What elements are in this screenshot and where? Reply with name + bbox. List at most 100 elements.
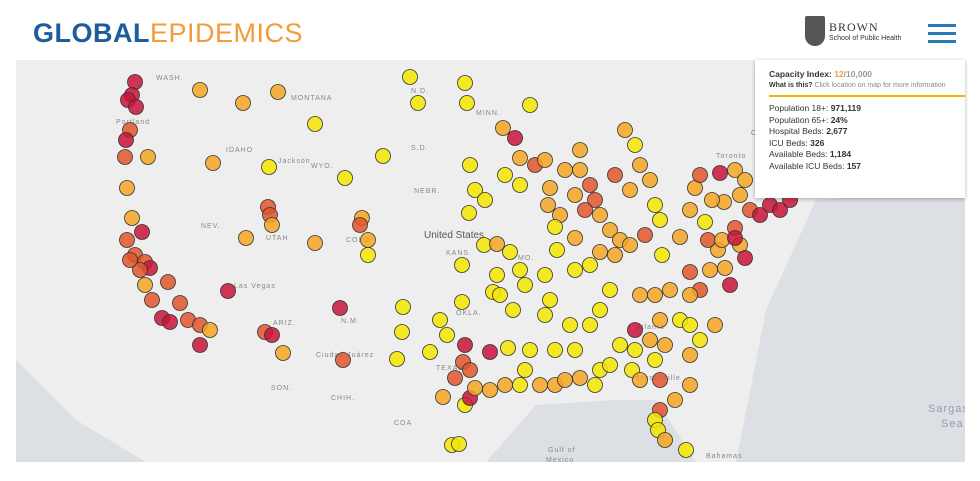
location-dot[interactable]: [722, 277, 738, 293]
location-dot[interactable]: [192, 82, 208, 98]
location-dot[interactable]: [395, 299, 411, 315]
location-dot[interactable]: [622, 237, 638, 253]
location-dot[interactable]: [692, 167, 708, 183]
location-dot[interactable]: [137, 277, 153, 293]
location-dot[interactable]: [678, 442, 694, 458]
location-dot[interactable]: [394, 324, 410, 340]
location-dot[interactable]: [682, 264, 698, 280]
location-dot[interactable]: [682, 287, 698, 303]
location-dot[interactable]: [235, 95, 251, 111]
location-dot[interactable]: [512, 377, 528, 393]
location-dot[interactable]: [461, 205, 477, 221]
location-dot[interactable]: [462, 157, 478, 173]
location-dot[interactable]: [602, 282, 618, 298]
location-dot[interactable]: [627, 342, 643, 358]
location-dot[interactable]: [537, 152, 553, 168]
location-dot[interactable]: [772, 202, 788, 218]
location-dot[interactable]: [192, 337, 208, 353]
location-dot[interactable]: [542, 180, 558, 196]
help-link[interactable]: What is this?: [769, 82, 813, 89]
location-dot[interactable]: [522, 342, 538, 358]
location-dot[interactable]: [335, 352, 351, 368]
location-dot[interactable]: [432, 312, 448, 328]
location-dot[interactable]: [337, 170, 353, 186]
location-dot[interactable]: [572, 162, 588, 178]
location-dot[interactable]: [522, 97, 538, 113]
location-dot[interactable]: [261, 159, 277, 175]
location-dot[interactable]: [500, 340, 516, 356]
location-dot[interactable]: [617, 122, 633, 138]
location-dot[interactable]: [647, 287, 663, 303]
menu-button[interactable]: [928, 24, 956, 44]
location-dot[interactable]: [497, 167, 513, 183]
location-dot[interactable]: [467, 380, 483, 396]
location-dot[interactable]: [657, 337, 673, 353]
location-dot[interactable]: [682, 377, 698, 393]
location-dot[interactable]: [505, 302, 521, 318]
location-dot[interactable]: [700, 232, 716, 248]
location-dot[interactable]: [712, 165, 728, 181]
location-dot[interactable]: [132, 262, 148, 278]
location-dot[interactable]: [352, 217, 368, 233]
location-dot[interactable]: [682, 317, 698, 333]
location-dot[interactable]: [697, 214, 713, 230]
location-dot[interactable]: [172, 295, 188, 311]
location-dot[interactable]: [654, 247, 670, 263]
location-dot[interactable]: [567, 262, 583, 278]
location-dot[interactable]: [447, 370, 463, 386]
location-dot[interactable]: [652, 372, 668, 388]
location-dot[interactable]: [592, 302, 608, 318]
location-dot[interactable]: [577, 202, 593, 218]
location-dot[interactable]: [457, 337, 473, 353]
location-dot[interactable]: [482, 344, 498, 360]
location-dot[interactable]: [567, 187, 583, 203]
location-dot[interactable]: [707, 317, 723, 333]
location-dot[interactable]: [717, 260, 733, 276]
location-dot[interactable]: [502, 244, 518, 260]
location-dot[interactable]: [451, 436, 467, 452]
location-dot[interactable]: [512, 177, 528, 193]
location-dot[interactable]: [144, 292, 160, 308]
location-dot[interactable]: [652, 312, 668, 328]
location-dot[interactable]: [592, 244, 608, 260]
location-dot[interactable]: [632, 157, 648, 173]
location-dot[interactable]: [462, 362, 478, 378]
location-dot[interactable]: [607, 247, 623, 263]
location-dot[interactable]: [737, 172, 753, 188]
location-dot[interactable]: [454, 294, 470, 310]
location-dot[interactable]: [495, 120, 511, 136]
location-dot[interactable]: [632, 372, 648, 388]
location-dot[interactable]: [537, 267, 553, 283]
brown-logo[interactable]: BROWN School of Public Health: [805, 16, 901, 46]
location-dot[interactable]: [704, 192, 720, 208]
location-dot[interactable]: [692, 332, 708, 348]
location-dot[interactable]: [124, 210, 140, 226]
logo[interactable]: GLOBALEPIDEMICS: [33, 18, 303, 49]
location-dot[interactable]: [602, 357, 618, 373]
location-dot[interactable]: [682, 202, 698, 218]
location-dot[interactable]: [592, 207, 608, 223]
location-dot[interactable]: [482, 382, 498, 398]
location-dot[interactable]: [457, 75, 473, 91]
location-dot[interactable]: [389, 351, 405, 367]
location-dot[interactable]: [238, 230, 254, 246]
location-dot[interactable]: [497, 377, 513, 393]
location-dot[interactable]: [517, 362, 533, 378]
location-dot[interactable]: [205, 155, 221, 171]
location-dot[interactable]: [477, 192, 493, 208]
location-dot[interactable]: [557, 162, 573, 178]
location-dot[interactable]: [160, 274, 176, 290]
location-dot[interactable]: [612, 337, 628, 353]
location-dot[interactable]: [162, 314, 178, 330]
location-dot[interactable]: [672, 229, 688, 245]
location-dot[interactable]: [140, 149, 156, 165]
location-dot[interactable]: [127, 74, 143, 90]
location-dot[interactable]: [662, 282, 678, 298]
location-dot[interactable]: [549, 242, 565, 258]
location-dot[interactable]: [264, 327, 280, 343]
location-dot[interactable]: [682, 347, 698, 363]
location-dot[interactable]: [454, 257, 470, 273]
location-dot[interactable]: [128, 99, 144, 115]
location-dot[interactable]: [118, 132, 134, 148]
location-dot[interactable]: [134, 224, 150, 240]
